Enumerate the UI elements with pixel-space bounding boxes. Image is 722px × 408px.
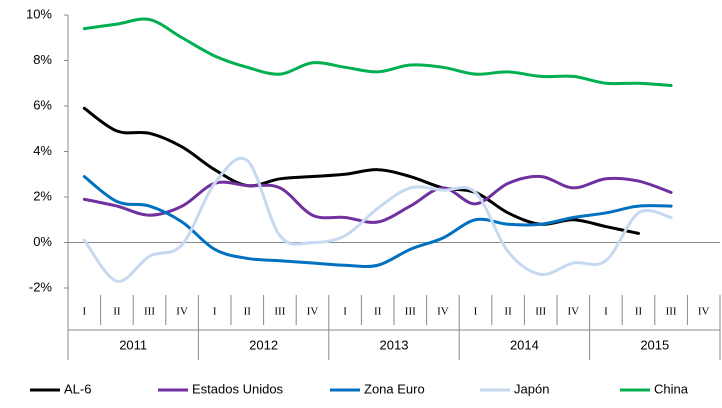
legend-label: AL-6 [64, 381, 91, 396]
y-tick-label: 8% [33, 52, 52, 67]
x-tick-label: II [635, 306, 643, 318]
year-label: 2014 [510, 337, 539, 352]
y-tick-label: 2% [33, 188, 52, 203]
x-tick-label: III [274, 306, 285, 318]
legend-label: Estados Unidos [192, 381, 284, 396]
y-tick-label: 0% [33, 234, 52, 249]
x-tick-label: I [474, 306, 478, 318]
series-line [82, 156, 673, 283]
year-label: 2012 [249, 337, 278, 352]
x-tick-label: IV [307, 306, 319, 318]
series-line [82, 17, 673, 88]
x-tick-label: II [244, 306, 252, 318]
year-label: 2015 [640, 337, 669, 352]
x-tick-label: III [666, 306, 677, 318]
x-tick-label: I [213, 306, 217, 318]
year-label: 2013 [380, 337, 409, 352]
x-tick-label: II [504, 306, 512, 318]
x-tick-label: IV [176, 306, 188, 318]
y-tick-label: 10% [26, 6, 52, 21]
legend-label: China [654, 381, 689, 396]
x-tick-label: III [144, 306, 155, 318]
y-tick-label: -2% [29, 279, 53, 294]
y-tick-label: 4% [33, 143, 52, 158]
x-tick-label: II [113, 306, 121, 318]
x-tick-label: IV [437, 306, 449, 318]
x-tick-label: I [82, 306, 86, 318]
x-tick-label: III [405, 306, 416, 318]
legend-label: Zona Euro [364, 381, 425, 396]
year-label: 2011 [119, 337, 147, 352]
x-tick-label: I [343, 306, 347, 318]
x-tick-label: I [604, 306, 608, 318]
x-tick-label: IV [567, 306, 579, 318]
legend-label: Japón [514, 381, 549, 396]
x-tick-label: IV [698, 306, 710, 318]
x-tick-label: III [535, 306, 546, 318]
series-line [82, 175, 673, 269]
series-line [82, 174, 673, 224]
x-tick-label: II [374, 306, 382, 318]
y-tick-label: 6% [33, 97, 52, 112]
